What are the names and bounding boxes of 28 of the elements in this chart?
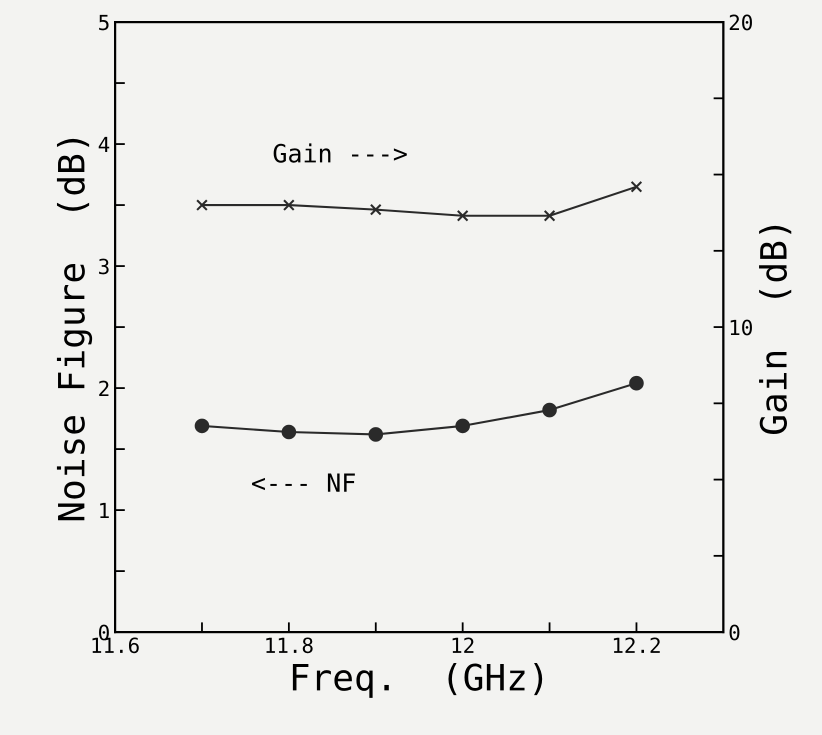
y-tick-label: 2 bbox=[99, 380, 108, 396]
point bbox=[542, 402, 557, 418]
annotation: <--- NF bbox=[252, 474, 355, 492]
y-tick-label: 5 bbox=[99, 14, 109, 30]
x-axis-title: Freq. (GHz) bbox=[292, 662, 542, 698]
y-axis-title: Noise Figure (dB) bbox=[56, 138, 92, 520]
y2-tick-label: 0 bbox=[730, 624, 740, 640]
point bbox=[196, 199, 208, 211]
point bbox=[455, 418, 470, 434]
point bbox=[629, 376, 644, 390]
point bbox=[282, 424, 296, 440]
y-tick-label: 1 bbox=[100, 502, 109, 518]
annotation: Gain ---> bbox=[274, 143, 407, 163]
point bbox=[456, 210, 469, 222]
point bbox=[282, 199, 295, 211]
y-tick-label: 3 bbox=[99, 258, 109, 274]
point bbox=[368, 427, 384, 442]
point bbox=[544, 210, 556, 222]
point bbox=[630, 180, 642, 193]
point bbox=[370, 204, 382, 216]
x-tick-label: 12.2 bbox=[614, 637, 660, 653]
x-tick-label: 11.8 bbox=[266, 637, 313, 654]
y2-axis-title: Gain (dB) bbox=[759, 226, 792, 434]
y2-tick-label: 20 bbox=[730, 14, 752, 30]
y2-tick-label: 10 bbox=[730, 320, 752, 336]
y-tick-label: 4 bbox=[98, 136, 110, 152]
x-tick-label: 12 bbox=[452, 637, 474, 653]
point bbox=[194, 418, 210, 434]
